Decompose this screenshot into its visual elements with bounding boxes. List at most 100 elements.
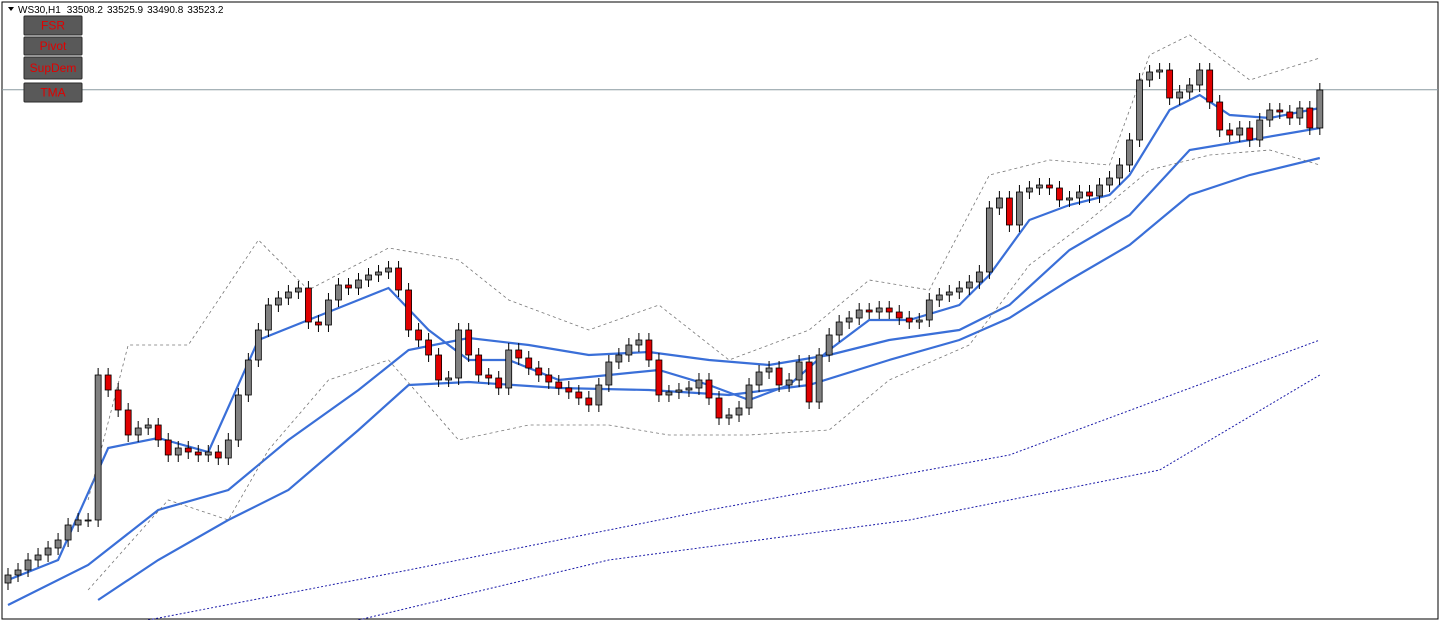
candle-body	[1086, 191, 1093, 197]
candle-body	[214, 451, 222, 459]
candle-body	[815, 354, 823, 403]
candle-body	[935, 294, 943, 301]
candle-body	[375, 271, 382, 276]
candle-body	[835, 321, 843, 336]
indicator-button[interactable]: TMA	[23, 82, 83, 103]
candle-body	[345, 284, 352, 289]
candle-body	[695, 379, 703, 389]
candle-body	[625, 344, 633, 356]
candle-body	[555, 381, 563, 389]
candle-body	[114, 389, 122, 411]
low-price: 33490.8	[147, 5, 184, 16]
button-face[interactable]	[23, 82, 83, 103]
candle-body	[405, 289, 412, 331]
candle-body	[274, 297, 282, 306]
candle-body	[945, 291, 953, 296]
candle-body	[1046, 184, 1053, 189]
candle-body	[1256, 119, 1264, 141]
candle-body	[875, 307, 883, 313]
candle-body	[775, 367, 783, 386]
high-price: 33525.9	[107, 5, 144, 16]
candle-body	[204, 451, 212, 456]
candle-body	[1306, 107, 1314, 129]
candle-body	[595, 384, 603, 406]
candle-body	[84, 519, 92, 522]
symbol: WS30,H1	[18, 5, 61, 16]
candle-body	[535, 367, 543, 376]
candle-body	[885, 307, 893, 313]
button-face[interactable]	[23, 56, 83, 80]
candle-body	[4, 574, 12, 584]
chart-header: WS30,H1 33508.2 33525.9 33490.8 33523.2	[18, 5, 224, 16]
plot-area	[2, 34, 1438, 620]
candle-body	[455, 329, 463, 379]
candle-body	[194, 451, 202, 456]
candle-body	[1056, 187, 1063, 201]
candle-body	[164, 439, 172, 456]
candle-body	[1206, 69, 1214, 103]
button-label[interactable]: Pivot	[40, 39, 67, 53]
candle-body	[675, 389, 683, 393]
button-label[interactable]: TMA	[40, 86, 65, 100]
candle-body	[1126, 139, 1133, 166]
candle-body	[34, 554, 42, 561]
candle-body	[244, 359, 252, 396]
candle-body	[315, 321, 322, 326]
candle-body	[755, 371, 763, 386]
candle-body	[515, 349, 523, 359]
candle-body	[1266, 109, 1274, 121]
candle-body	[805, 361, 813, 403]
candle-body	[485, 374, 493, 379]
indicator-button[interactable]: SupDem	[23, 56, 83, 80]
candle-body	[44, 547, 52, 556]
candle-body	[224, 439, 232, 459]
candle-body	[94, 374, 102, 521]
indicator-button[interactable]: Pivot	[23, 36, 83, 56]
candle-body	[795, 361, 803, 381]
open-price: 33508.2	[67, 5, 104, 16]
indicator-line	[7, 126, 1320, 606]
candle-body	[1196, 69, 1204, 86]
candle-body	[415, 329, 422, 341]
candle-body	[295, 287, 302, 293]
candle-body	[104, 374, 112, 391]
candle-body	[1026, 187, 1033, 193]
close-price: 33523.2	[187, 5, 224, 16]
candle-body	[585, 397, 593, 406]
candle-body	[1176, 91, 1184, 99]
candle-body	[1116, 164, 1123, 179]
candle-body	[975, 271, 983, 283]
candle-body	[895, 311, 903, 319]
candle-body	[575, 391, 583, 399]
indicator-line	[97, 156, 1321, 601]
candle-body	[545, 374, 553, 383]
candle-body	[335, 284, 342, 301]
candle-body	[184, 447, 192, 453]
candle-body	[174, 447, 182, 456]
candle-body	[1036, 184, 1043, 189]
candle-body	[825, 334, 833, 356]
indicator-line	[7, 93, 1321, 582]
candle-body	[144, 424, 152, 429]
candle-body	[54, 539, 62, 549]
button-face[interactable]	[23, 36, 83, 56]
candle-body	[465, 329, 473, 356]
candle-body	[355, 279, 362, 289]
candle-body	[525, 357, 533, 369]
candle-body	[1136, 79, 1143, 141]
candle-body	[705, 379, 713, 399]
candle-body	[985, 207, 993, 273]
candle-body	[124, 409, 132, 436]
button-label[interactable]: FSR	[41, 19, 65, 33]
candle-body	[735, 407, 743, 416]
candle-body	[1216, 101, 1224, 131]
candle-body	[915, 319, 923, 323]
candle-body	[965, 281, 973, 289]
button-face[interactable]	[23, 15, 83, 36]
button-label[interactable]: SupDem	[30, 61, 77, 75]
candle-body	[1066, 197, 1073, 201]
candle-body	[325, 299, 332, 326]
candle-body	[1156, 69, 1164, 73]
indicator-button[interactable]: FSR	[23, 15, 83, 36]
